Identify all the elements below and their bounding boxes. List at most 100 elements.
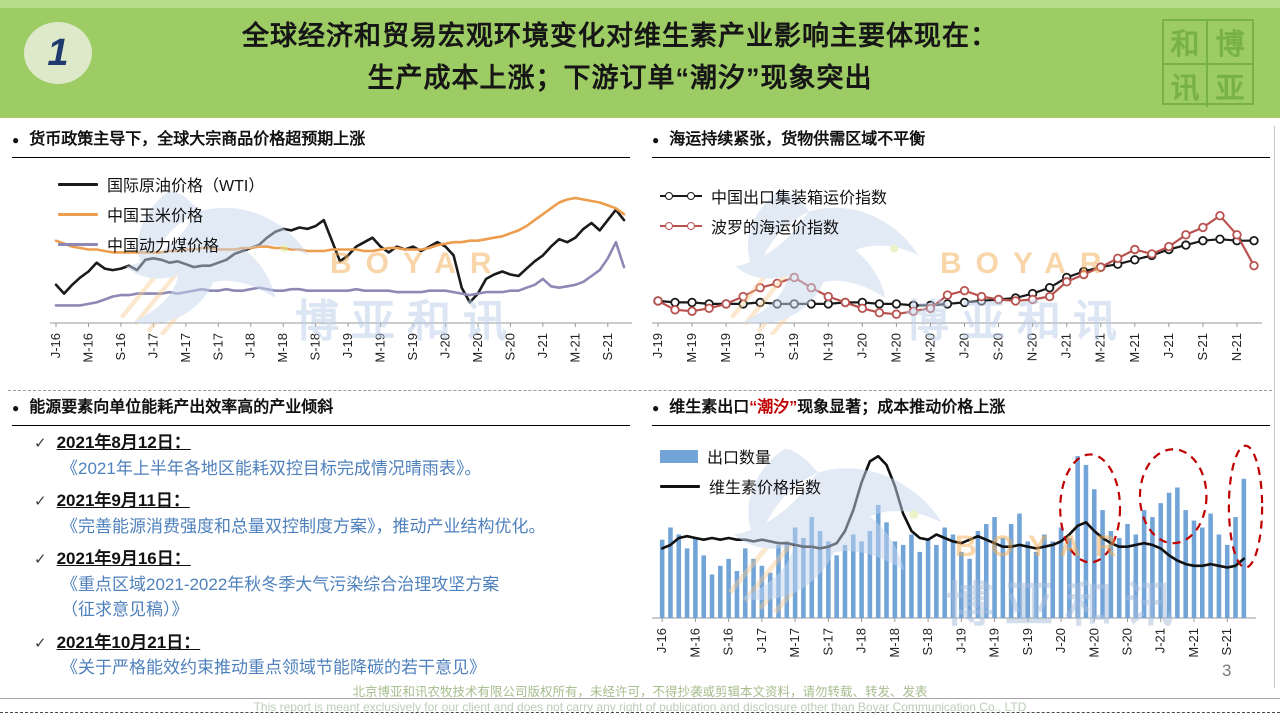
svg-text:J-18: J-18 — [243, 333, 258, 358]
svg-text:M-21: M-21 — [1127, 333, 1142, 363]
svg-text:S-16: S-16 — [721, 628, 736, 655]
boyar-seal-logo: 和 博 讯 亚 — [1162, 19, 1254, 107]
ccfi-marker-swatch — [660, 191, 702, 201]
corn-line-swatch — [58, 212, 98, 216]
svg-text:S-20: S-20 — [502, 333, 517, 360]
section-header-shipping: ● 海运持续紧张，货物供需区域不平衡 — [652, 130, 1270, 158]
svg-text:S-16: S-16 — [113, 333, 128, 360]
svg-text:J-20: J-20 — [1053, 628, 1068, 653]
legend-label: 中国动力煤价格 — [107, 238, 220, 255]
policy-title: 《2021年上半年各地区能耗双控目标完成情况晴雨表》。 — [61, 458, 482, 478]
svg-text:M-19: M-19 — [373, 333, 388, 363]
title-line-2: 生产成本上涨；下游订单“潮汐”现象突出 — [367, 62, 873, 93]
vitamin-legend: 出口数量 维生素价格指数 — [660, 444, 821, 498]
policy-document-list: ✓ 2021年8月12日： 《2021年上半年各地区能耗双控目标完成情况晴雨表》… — [34, 430, 630, 688]
list-item: ✓ 2021年9月16日： 《重点区域2021-2022年秋冬季大气污染综合治理… — [34, 546, 630, 623]
legend-item-export-qty: 出口数量 — [660, 444, 821, 468]
title-line-1: 全球经济和贸易宏观环境变化对维生素产业影响主要体现在： — [242, 21, 998, 51]
svg-text:J-20: J-20 — [854, 333, 869, 358]
seal-char: 讯 — [1164, 65, 1208, 107]
svg-text:J-18: J-18 — [854, 628, 869, 653]
seal-char: 亚 — [1215, 73, 1245, 105]
svg-text:S-19: S-19 — [786, 333, 801, 360]
policy-title: 《完善能源消费强度和总量双控制度方案》，推动产业结构优化。 — [61, 516, 546, 536]
footer-dashed-line — [0, 712, 1280, 713]
legend-label: 出口数量 — [707, 450, 772, 467]
list-item: ✓ 2021年10月21日： 《关于严格能效约束推动重点领域节能降碳的若干意见》 — [34, 630, 630, 681]
footer-solid-line — [0, 698, 1280, 699]
svg-text:J-19: J-19 — [340, 333, 355, 358]
svg-text:S-17: S-17 — [210, 333, 225, 360]
svg-text:J-20: J-20 — [957, 333, 972, 358]
policy-date: 2021年9月16日： — [56, 549, 191, 568]
svg-text:N-20: N-20 — [1025, 333, 1040, 361]
svg-text:S-20: S-20 — [1120, 628, 1135, 655]
svg-text:M-19: M-19 — [684, 333, 699, 363]
svg-text:J-19: J-19 — [752, 333, 767, 358]
svg-text:J-21: J-21 — [1153, 628, 1168, 653]
svg-text:S-20: S-20 — [991, 333, 1006, 360]
svg-text:S-21: S-21 — [1219, 628, 1234, 655]
svg-text:M-19: M-19 — [718, 333, 733, 363]
svg-text:S-18: S-18 — [308, 333, 323, 360]
legend-label: 国际原油价格（WTI） — [107, 178, 265, 195]
slide-number: 1 — [47, 32, 69, 74]
shipping-legend: 中国出口集装箱运价指数 波罗的海运价指数 — [660, 184, 887, 238]
price-line-swatch — [660, 484, 700, 488]
policy-date: 2021年8月12日： — [56, 433, 191, 452]
legend-label: 中国出口集装箱运价指数 — [711, 190, 888, 207]
check-icon: ✓ — [34, 634, 47, 652]
section-title: 维生素出口“潮汐”现象显著；成本推动价格上涨 — [669, 399, 1006, 416]
section-header-commodity: ● 货币政策主导下，全球大宗商品价格超预期上涨 — [12, 130, 630, 158]
svg-text:M-21: M-21 — [1093, 333, 1108, 363]
svg-text:S-21: S-21 — [600, 333, 615, 360]
highlight-tide: “潮汐” — [749, 399, 798, 416]
svg-text:M-21: M-21 — [567, 333, 582, 363]
svg-text:S-21: S-21 — [1195, 333, 1210, 360]
bullet-icon: ● — [12, 401, 20, 415]
svg-text:J-17: J-17 — [145, 333, 160, 358]
svg-text:S-19: S-19 — [1020, 628, 1035, 655]
bullet-icon: ● — [12, 133, 20, 147]
legend-item-corn: 中国玉米价格 — [58, 202, 264, 226]
svg-text:J-17: J-17 — [754, 628, 769, 653]
check-icon: ✓ — [34, 435, 47, 452]
svg-text:M-17: M-17 — [178, 333, 193, 363]
legend-item-wti: 国际原油价格（WTI） — [58, 172, 264, 196]
svg-text:M-16: M-16 — [687, 628, 702, 658]
legend-label: 波罗的海运价指数 — [711, 220, 840, 237]
list-item: ✓ 2021年9月11日： 《完善能源消费强度和总量双控制度方案》，推动产业结构… — [34, 488, 630, 539]
svg-text:M-21: M-21 — [1186, 628, 1201, 658]
wti-line-swatch — [58, 182, 98, 186]
svg-text:M-18: M-18 — [887, 628, 902, 658]
svg-text:M-20: M-20 — [1086, 628, 1101, 658]
svg-text:M-19: M-19 — [987, 628, 1002, 658]
check-icon: ✓ — [34, 493, 47, 510]
horizontal-divider — [8, 390, 1272, 391]
export-bar-swatch — [660, 449, 698, 463]
legend-item-coal: 中国动力煤价格 — [58, 232, 264, 256]
svg-text:S-18: S-18 — [920, 628, 935, 655]
seal-char: 博 — [1208, 21, 1252, 65]
policy-date: 2021年10月21日： — [56, 632, 201, 652]
header-band: 1 全球经济和贸易宏观环境变化对维生素产业影响主要体现在： 生产成本上涨；下游订… — [0, 0, 1280, 118]
svg-text:J-21: J-21 — [535, 333, 550, 358]
section-title: 能源要素向单位能耗产出效率高的产业倾斜 — [29, 399, 334, 416]
right-border-line — [1274, 126, 1275, 688]
section-title: 货币政策主导下，全球大宗商品价格超预期上涨 — [29, 131, 366, 148]
section-title: 海运持续紧张，货物供需区域不平衡 — [669, 131, 926, 148]
page-title: 全球经济和贸易宏观环境变化对维生素产业影响主要体现在： 生产成本上涨；下游订单“… — [105, 16, 1135, 100]
svg-text:M-18: M-18 — [275, 333, 290, 363]
legend-label: 维生素价格指数 — [709, 480, 822, 497]
svg-text:N-21: N-21 — [1229, 333, 1244, 361]
svg-text:M-20: M-20 — [888, 333, 903, 363]
footer-copyright-en: This report is meant exclusively for our… — [253, 700, 1027, 714]
svg-text:J-21: J-21 — [1059, 333, 1074, 358]
slide-number-badge: 1 — [24, 22, 92, 84]
svg-text:S-19: S-19 — [405, 333, 420, 360]
legend-item-bdi: 波罗的海运价指数 — [660, 214, 887, 238]
list-item: ✓ 2021年8月12日： 《2021年上半年各地区能耗双控目标完成情况晴雨表》… — [34, 430, 630, 481]
seal-char: 和 — [1164, 21, 1208, 65]
coal-line-swatch — [58, 242, 98, 246]
